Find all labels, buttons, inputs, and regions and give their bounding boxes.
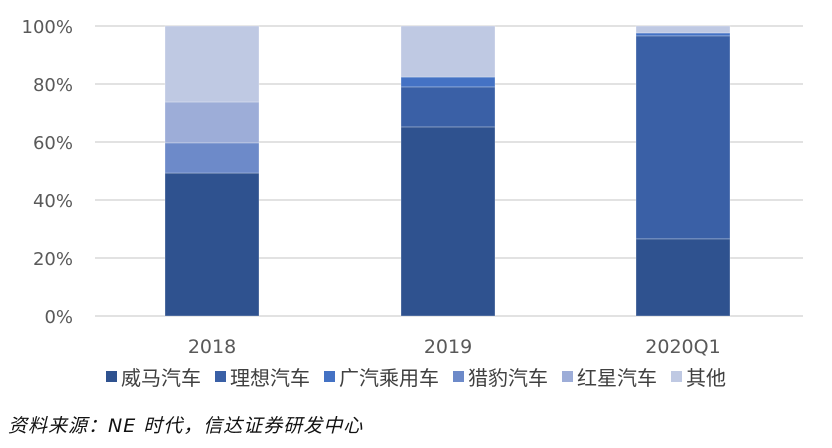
legend-item: 其他 [671,362,726,391]
y-tick-label: 0% [44,307,73,328]
bar-segment [400,76,496,88]
legend: 威马汽车 理想汽车 广汽乘用车 猎豹汽车 红星汽车 其他 [0,362,832,391]
legend-swatch-icon [215,371,226,382]
bar-segment [164,25,260,103]
x-axis: 2018 2019 2020Q1 [188,336,721,358]
bars [164,25,731,317]
bar-segment [400,25,496,78]
legend-swatch-icon [106,371,117,382]
bar-2018 [164,25,260,317]
legend-swatch-icon [453,371,464,382]
bar-segment [164,142,260,174]
legend-label: 红星汽车 [577,366,657,390]
bar-segment [635,32,731,37]
y-tick-label: 40% [33,191,73,212]
x-tick-label: 2019 [424,336,472,358]
legend-swatch-icon [562,371,573,382]
legend-swatch-icon [324,371,335,382]
legend-item: 威马汽车 [106,362,201,391]
y-tick-label: 100% [22,17,73,38]
y-axis: 0% 20% 40% 60% 80% 100% [22,17,73,328]
legend-swatch-icon [671,371,682,382]
x-tick-label: 2018 [188,336,236,358]
bar-segment [400,86,496,128]
legend-label: 威马汽车 [121,366,201,390]
bar-2019 [400,25,496,317]
y-tick-label: 20% [33,249,73,270]
y-tick-label: 80% [33,75,73,96]
source-note: 资料来源：NE 时代，信达证券研发中心 [8,415,364,437]
bar-segment [635,25,731,34]
bar-segment [164,172,260,317]
legend-label: 理想汽车 [230,366,310,390]
bar-2020Q1 [635,25,731,317]
x-tick-label: 2020Q1 [645,336,720,358]
bar-segment [400,126,496,317]
legend-item: 红星汽车 [562,362,657,391]
legend-item: 理想汽车 [215,362,310,391]
bar-segment [635,35,731,240]
legend-item: 广汽乘用车 [324,362,439,391]
bar-segment [635,238,731,317]
legend-item: 猎豹汽车 [453,362,548,391]
y-tick-label: 60% [33,133,73,154]
bar-segment [164,101,260,144]
legend-label: 猎豹汽车 [468,366,548,390]
legend-label: 广汽乘用车 [339,366,439,390]
legend-label: 其他 [686,366,726,390]
